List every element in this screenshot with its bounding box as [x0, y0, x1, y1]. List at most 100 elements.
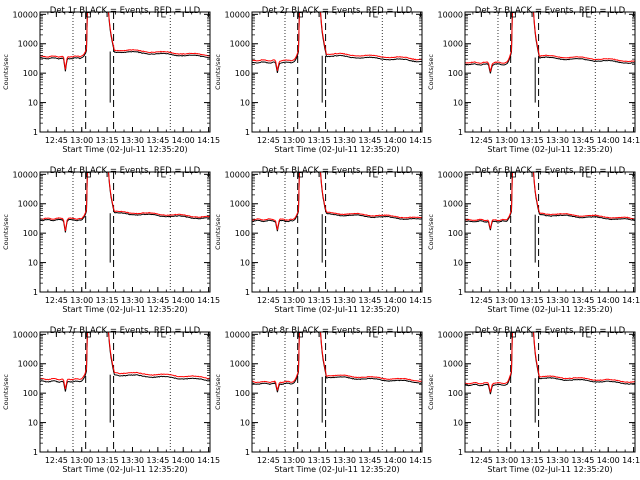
x-tick-label: 14:15: [409, 296, 432, 305]
series-lld-line: [40, 332, 210, 390]
chart-title: Det 5r BLACK = Events, RED = LLD: [262, 166, 413, 176]
chart-panel-2: 12:45 13:00 13:15 13:30 13:45 14:00 14:15 1 10 10…: [214, 6, 432, 154]
x-tick-label: 13:00: [70, 296, 93, 305]
y-tick-label: 10: [28, 259, 38, 268]
y-tick-label: 10000: [438, 10, 463, 19]
x-tick-label: 12:45: [45, 296, 68, 305]
y-tick-label: 100: [448, 229, 463, 238]
marker-attenuator-in: [298, 13, 303, 18]
y-tick-label: 10000: [225, 10, 250, 19]
x-tick-label: 14:00: [597, 456, 620, 465]
y-tick-label: 1000: [230, 360, 250, 369]
x-tick-label: 12:45: [470, 296, 493, 305]
x-tick-label: 13:15: [308, 296, 331, 305]
x-tick-label: 14:15: [622, 136, 640, 145]
x-tick-label: 14:15: [197, 296, 220, 305]
x-tick-label: 13:00: [282, 296, 305, 305]
x-tick-label: 12:45: [257, 296, 280, 305]
x-axis-label: Start Time (02-Jul-11 12:35:20): [487, 305, 612, 314]
y-tick-label: 10: [240, 419, 250, 428]
y-tick-label: 1000: [18, 360, 38, 369]
x-tick-label: 12:45: [257, 456, 280, 465]
x-tick-label: 12:45: [257, 136, 280, 145]
y-tick-label: 1: [458, 128, 463, 137]
series-events-line: [40, 172, 210, 233]
x-tick-label: 13:00: [495, 296, 518, 305]
plot-frame: [251, 331, 423, 453]
y-tick-label: 10000: [225, 330, 250, 339]
x-tick-label: 14:00: [384, 296, 407, 305]
y-tick-label: 1: [245, 288, 250, 297]
marker-attenuator-in: [511, 333, 516, 338]
series-events-line: [252, 332, 422, 393]
y-tick-label: 10000: [438, 330, 463, 339]
x-tick-label: 13:45: [571, 296, 594, 305]
series-lld-line: [252, 332, 422, 391]
x-axis-label: Start Time (02-Jul-11 12:35:20): [62, 305, 187, 314]
x-tick-label: 12:45: [470, 456, 493, 465]
y-tick-label: 1: [245, 128, 250, 137]
chart-title: Det 1r BLACK = Events, RED = LLD: [50, 6, 201, 16]
y-tick-label: 1000: [443, 40, 463, 49]
y-tick-label: 1000: [443, 200, 463, 209]
x-tick-label: 14:00: [384, 456, 407, 465]
x-tick-label: 13:15: [96, 296, 119, 305]
y-tick-label: 10: [453, 419, 463, 428]
chart-panel-5: 12:45 13:00 13:15 13:30 13:45 14:00 14:15 1 10 10…: [214, 166, 432, 314]
x-tick-label: 13:00: [70, 136, 93, 145]
x-tick-label: 13:45: [146, 296, 169, 305]
x-axis-label: Start Time (02-Jul-11 12:35:20): [62, 145, 187, 154]
x-tick-label: 13:45: [358, 136, 381, 145]
chart-title: Det 7r BLACK = Events, RED = LLD: [50, 326, 201, 336]
y-tick-label: 10: [453, 99, 463, 108]
chart-title: Det 6r BLACK = Events, RED = LLD: [475, 166, 626, 176]
x-tick-label: 13:15: [521, 296, 544, 305]
marker-attenuator-out: [586, 173, 591, 178]
marker-attenuator-in: [86, 333, 91, 338]
x-tick-label: 13:15: [308, 136, 331, 145]
x-tick-label: 14:00: [384, 136, 407, 145]
x-tick-label: 13:45: [358, 296, 381, 305]
chart-title: Det 3r BLACK = Events, RED = LLD: [475, 6, 626, 16]
x-tick-label: 14:00: [172, 296, 195, 305]
x-axis-label: Start Time (02-Jul-11 12:35:20): [487, 465, 612, 474]
x-tick-label: 14:00: [172, 136, 195, 145]
y-tick-label: 1000: [443, 360, 463, 369]
x-tick-label: 14:15: [197, 456, 220, 465]
y-tick-label: 10: [453, 259, 463, 268]
marker-attenuator-in: [86, 173, 91, 178]
y-tick-label: 10: [240, 99, 250, 108]
chart-title: Det 2r BLACK = Events, RED = LLD: [262, 6, 413, 16]
series-lld-line: [252, 12, 422, 71]
chart-panel-7: 12:45 13:00 13:15 13:30 13:45 14:00 14:15 1 10 10…: [2, 326, 220, 474]
marker-attenuator-out: [373, 333, 378, 338]
x-tick-label: 13:30: [121, 136, 144, 145]
y-tick-label: 1000: [18, 40, 38, 49]
marker-attenuator-out: [586, 333, 591, 338]
series-events-line: [40, 12, 210, 72]
series-events-line: [465, 12, 635, 74]
x-tick-label: 14:00: [597, 296, 620, 305]
y-tick-label: 1000: [18, 200, 38, 209]
marker-attenuator-out: [586, 13, 591, 18]
y-axis-label: Counts/sec: [2, 214, 10, 250]
marker-attenuator-out: [373, 173, 378, 178]
plot-frame: [39, 11, 211, 133]
marker-attenuator-in: [511, 173, 516, 178]
y-tick-label: 10000: [225, 170, 250, 179]
x-tick-label: 14:15: [409, 456, 432, 465]
y-tick-label: 100: [23, 69, 38, 78]
series-events-line: [252, 12, 422, 73]
y-tick-label: 10: [28, 419, 38, 428]
chart-title: Det 9r BLACK = Events, RED = LLD: [475, 326, 626, 336]
x-tick-label: 13:45: [571, 136, 594, 145]
x-tick-label: 12:45: [470, 136, 493, 145]
y-tick-label: 100: [235, 69, 250, 78]
y-tick-label: 10000: [13, 10, 38, 19]
y-axis-label: Counts/sec: [214, 214, 222, 250]
x-tick-label: 13:30: [546, 136, 569, 145]
y-tick-label: 1: [33, 288, 38, 297]
y-tick-label: 100: [23, 389, 38, 398]
